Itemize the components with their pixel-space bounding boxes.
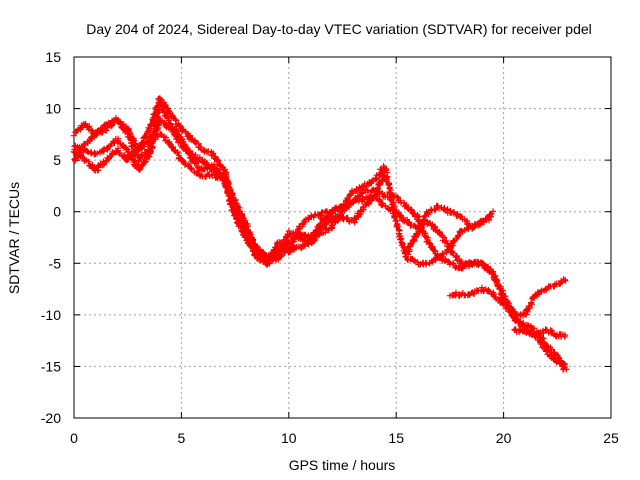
data-point-markers (167, 110, 185, 131)
y-tick-label: 15 (45, 49, 61, 65)
data-point-markers (361, 186, 377, 196)
x-axis-label: GPS time / hours (289, 457, 396, 473)
data-point-markers (306, 221, 324, 245)
x-tick-label: 25 (603, 430, 619, 446)
y-tick-label: 5 (53, 152, 61, 168)
data-point-markers (404, 256, 421, 266)
x-tick-label: 0 (70, 430, 78, 446)
y-axis-label: SDTVAR / TECUs (6, 182, 22, 294)
data-point-markers (456, 290, 473, 299)
data-point-markers (199, 171, 216, 180)
data-point-markers (436, 204, 451, 216)
y-tick-label: -15 (41, 358, 61, 374)
data-point-markers (372, 163, 388, 183)
data-point-markers (553, 331, 568, 340)
data-point-markers (543, 281, 558, 292)
data-point-markers (522, 291, 539, 318)
data-point-markers (296, 239, 312, 252)
grid-lines (74, 57, 611, 418)
data-point-markers (135, 146, 151, 165)
data-point-markers (231, 212, 249, 239)
data-point-markers (339, 213, 355, 225)
data-point-markers (156, 99, 172, 127)
data-point-markers (447, 207, 464, 220)
data-markers (70, 95, 570, 373)
y-tick-label: -10 (41, 307, 61, 323)
data-point-markers (350, 189, 366, 205)
data-point-markers (91, 145, 108, 158)
data-point-markers (189, 135, 205, 153)
chart-title: Day 204 of 2024, Sidereal Day-to-day VTE… (86, 21, 592, 37)
data-point-markers (317, 225, 335, 237)
series-track-4 (70, 131, 388, 267)
data-point-markers (230, 203, 248, 224)
series-track-6 (446, 276, 569, 319)
data-point-markers (189, 151, 206, 163)
data-point-markers (468, 218, 485, 232)
data-point-markers (328, 208, 345, 231)
data-point-markers (479, 208, 496, 226)
data-point-markers (199, 158, 215, 175)
data-point-markers (413, 208, 432, 237)
data-point-markers (92, 158, 109, 174)
y-tick-label: -5 (49, 255, 62, 271)
data-point-markers (490, 289, 506, 308)
data-point-markers (241, 219, 260, 255)
data-point-markers (500, 300, 518, 316)
data-point-markers (200, 147, 217, 159)
data-point-markers (253, 250, 270, 266)
y-tick-label: 10 (45, 101, 61, 117)
data-point-markers (134, 138, 151, 154)
data-point-markers (339, 199, 357, 215)
data-point-markers (351, 203, 367, 226)
data-point-markers (115, 117, 131, 137)
data-point-markers (393, 209, 411, 225)
data-point-markers (425, 219, 443, 235)
data-point-markers (339, 187, 356, 211)
data-point-markers (511, 310, 527, 319)
x-tick-label: 20 (496, 430, 512, 446)
plot-frame (73, 56, 612, 419)
data-point-markers (360, 176, 377, 190)
data-point-markers (543, 346, 560, 364)
data-point-markers (553, 276, 569, 287)
y-tick-label: 0 (53, 204, 61, 220)
x-tick-label: 5 (178, 430, 186, 446)
series-track-7 (511, 326, 568, 340)
data-point-markers (103, 135, 119, 153)
data-point-markers (446, 229, 463, 251)
data-point-markers (296, 214, 312, 230)
x-tick-label: 15 (388, 430, 404, 446)
data-point-markers (222, 176, 239, 208)
data-point-markers (211, 171, 227, 183)
axis-ticks: 0 5 10 15 20 25 -20 -15 -10 -5 0 5 10 15 (41, 49, 619, 446)
data-point-markers (415, 259, 430, 268)
data-point-markers (490, 269, 505, 303)
data-point-markers (553, 357, 568, 368)
data-point-markers (167, 124, 185, 146)
y-tick-label: -20 (41, 410, 61, 426)
data-point-markers (392, 192, 421, 220)
data-point-markers (424, 202, 441, 217)
data-point-markers (113, 145, 130, 163)
series-track-5 (403, 202, 496, 258)
x-tick-label: 10 (281, 430, 297, 446)
